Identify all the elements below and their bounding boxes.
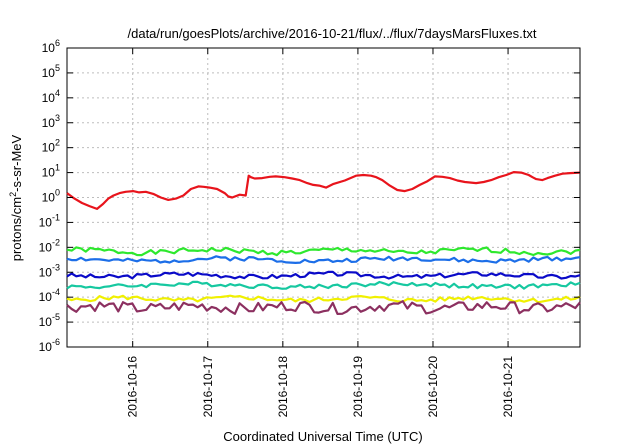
grid <box>67 48 580 347</box>
y-tick-label: 10-4 <box>39 287 60 304</box>
series-line-5 <box>66 280 581 290</box>
series-line-7 <box>66 300 581 315</box>
x-tick-label: 2016-10-16 <box>126 356 140 418</box>
y-tick-label: 105 <box>42 63 60 80</box>
series-line-3 <box>66 255 581 264</box>
series-line-2 <box>66 246 581 257</box>
y-tick-label: 10-6 <box>39 337 60 354</box>
y-tick-label: 106 <box>42 38 60 55</box>
series-layer <box>66 171 581 315</box>
y-tick-label: 10-3 <box>39 262 60 279</box>
y-tick-label: 103 <box>42 113 60 130</box>
x-tick-label: 2016-10-19 <box>351 356 365 418</box>
x-tick-label: 2016-10-20 <box>426 356 440 418</box>
y-tick-label: 102 <box>42 138 60 155</box>
series-line-6 <box>66 294 581 304</box>
series-line-4 <box>66 270 581 280</box>
y-tick-label: 10-2 <box>39 237 60 254</box>
series-line-1 <box>66 171 580 210</box>
y-tick-label: 100 <box>42 188 60 205</box>
x-tick-label: 2016-10-21 <box>501 356 515 418</box>
x-axis-title: Coordinated Universal Time (UTC) <box>223 429 422 444</box>
y-tick-label: 10-1 <box>39 212 60 229</box>
x-tick-label: 2016-10-18 <box>276 356 290 418</box>
y-tick-label: 101 <box>42 163 60 180</box>
y-axis-title: protons/cm2-s-sr-MeV <box>8 134 24 261</box>
y-axis: 10-6 10-5 10-4 10-3 10-2 10-1 100 101 102 103 104 1… <box>39 38 580 354</box>
y-tick-label: 10-5 <box>39 312 60 329</box>
y-tick-label: 104 <box>42 88 60 105</box>
x-axis: 2016-10-16 2016-10-17 2016-10-18 2016-10-19… <box>126 48 515 417</box>
x-tick-label: 2016-10-17 <box>201 356 215 418</box>
chart-title: /data/run/goesPlots/archive/2016-10-21/f… <box>128 26 537 41</box>
